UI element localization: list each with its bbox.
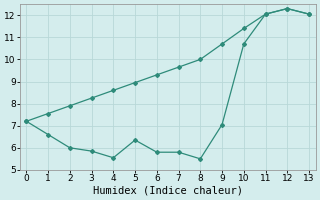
X-axis label: Humidex (Indice chaleur): Humidex (Indice chaleur) (93, 186, 243, 196)
